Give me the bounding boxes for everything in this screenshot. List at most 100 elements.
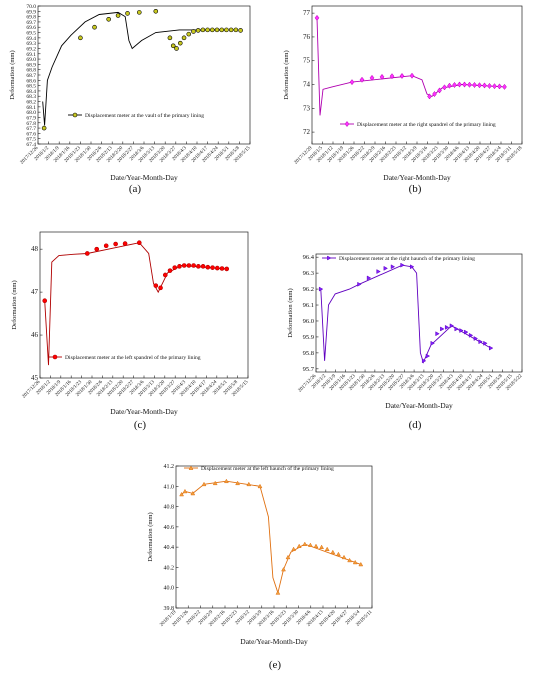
data-point	[464, 329, 469, 335]
data-point	[179, 491, 185, 497]
data-point	[106, 16, 111, 22]
data-point	[246, 481, 252, 487]
data-point	[379, 73, 385, 80]
series-line	[316, 17, 505, 116]
y-tick-label: 69.1	[26, 52, 36, 58]
legend-label: Displacement meter at the right haunch o…	[339, 255, 475, 262]
data-point	[205, 27, 210, 33]
y-tick-label: 96.1	[303, 302, 314, 309]
panel-label: (a)	[129, 183, 142, 195]
plot-frame	[37, 5, 251, 145]
y-tick-label: 48	[31, 245, 39, 253]
data-point	[200, 264, 206, 269]
data-point	[94, 246, 100, 252]
data-point	[335, 551, 341, 557]
data-point	[357, 281, 362, 287]
y-tick-label: 41.2	[164, 464, 175, 470]
data-point	[444, 324, 450, 330]
data-point	[347, 557, 353, 563]
y-tick-label: 77	[303, 9, 311, 17]
data-point	[383, 265, 388, 271]
data-point	[196, 264, 201, 269]
data-point	[275, 590, 281, 595]
data-point	[359, 76, 365, 83]
y-tick-label: 75	[303, 57, 311, 65]
legend-marker	[72, 112, 78, 118]
data-point	[477, 82, 482, 89]
y-tick-label: 41.0	[164, 484, 175, 490]
data-point	[427, 93, 432, 100]
legend-label: Displacement meter at the vault of the p…	[85, 112, 204, 119]
y-tick-label: 67.5	[26, 137, 36, 143]
data-point	[136, 240, 142, 246]
panel-label: (e)	[269, 659, 282, 671]
data-point	[285, 554, 291, 560]
y-tick-label: 67.7	[26, 126, 36, 132]
x-axis-label: Date/Year-Month-Day	[110, 407, 178, 416]
y-tick-label: 40.8	[164, 505, 175, 511]
y-tick-label: 67.6	[26, 131, 36, 137]
data-point	[125, 11, 130, 16]
data-point	[376, 269, 381, 274]
y-tick-label: 68.1	[26, 105, 36, 111]
y-tick-label: 68.6	[26, 78, 36, 84]
y-tick-label: 68.2	[26, 100, 36, 106]
data-point	[400, 262, 405, 268]
x-axis-label: Date/Year-Month-Day	[383, 173, 451, 182]
data-point	[492, 83, 497, 90]
legend-label: Displacement meter at the right spandrel…	[357, 121, 496, 128]
data-point	[186, 263, 192, 268]
y-tick-label: 76	[303, 33, 311, 41]
data-point	[233, 27, 239, 33]
y-tick-label: 40.2	[164, 565, 175, 571]
data-point	[467, 81, 472, 88]
data-point	[307, 542, 313, 547]
data-point	[181, 263, 187, 268]
data-point	[449, 323, 455, 329]
panel-label: (d)	[409, 419, 422, 431]
y-tick-label: 40.6	[164, 525, 175, 531]
y-tick-label: 40.4	[164, 545, 175, 551]
y-axis-label: Deformation (mm)	[9, 50, 16, 99]
chart-panel-c: (c) 454647482017/12/262018/1/22018/1/920…	[11, 231, 250, 431]
data-point	[181, 35, 187, 41]
data-point	[468, 332, 474, 338]
data-point	[191, 263, 196, 268]
y-tick-label: 69.5	[26, 31, 36, 37]
data-point	[366, 275, 372, 281]
data-point	[210, 27, 215, 33]
data-point	[369, 74, 375, 81]
x-axis-label: Date/Year-Month-Day	[385, 401, 453, 410]
data-point	[78, 35, 83, 41]
y-tick-label: 69.2	[26, 46, 36, 52]
y-tick-label: 95.7	[303, 366, 315, 373]
data-point	[182, 488, 188, 494]
data-point	[314, 14, 320, 21]
y-tick-label: 69.8	[26, 15, 36, 21]
y-tick-label: 69.4	[26, 36, 36, 42]
y-tick-label: 68.0	[26, 110, 36, 116]
y-tick-label: 68.4	[26, 89, 36, 95]
legend-marker	[327, 255, 332, 261]
series-line	[320, 264, 492, 364]
y-tick-label: 96.0	[303, 318, 314, 325]
data-point	[483, 340, 488, 346]
data-point	[358, 561, 364, 567]
legend-label: Displacement meter at the left haunch of…	[201, 465, 334, 472]
series-line	[42, 11, 227, 126]
y-tick-label: 69.0	[26, 57, 36, 63]
data-point	[92, 24, 97, 30]
data-point	[432, 91, 437, 98]
y-tick-label: 68.9	[26, 62, 36, 68]
y-tick-label: 67.4	[26, 142, 36, 148]
data-point	[330, 549, 336, 555]
data-point	[319, 544, 325, 549]
y-tick-label: 69.9	[26, 9, 36, 15]
data-point	[170, 43, 176, 49]
data-point	[84, 251, 90, 256]
data-point	[228, 27, 234, 33]
data-point	[162, 272, 168, 278]
y-tick-label: 68.7	[26, 73, 36, 79]
y-tick-label: 70.0	[26, 4, 36, 10]
chart-panel-b: (b) 7273747576772017/12/292018/1/52018/1…	[283, 5, 524, 195]
